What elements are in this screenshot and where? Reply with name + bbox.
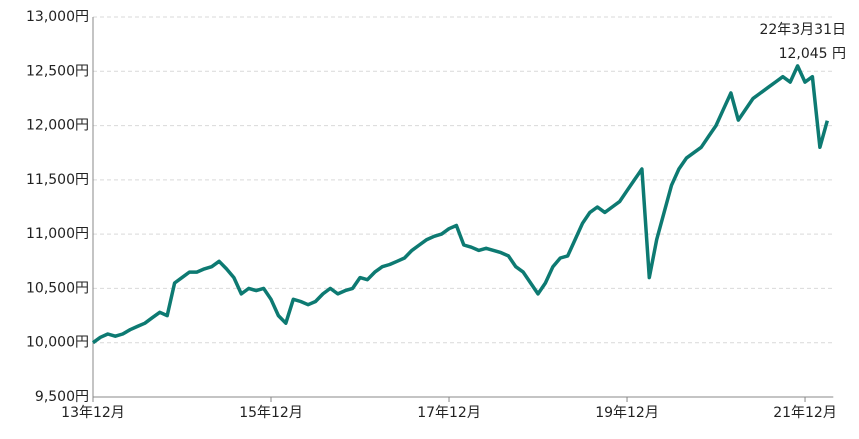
y-tick-label: 11,000円 bbox=[26, 226, 89, 242]
y-tick-label: 12,500円 bbox=[26, 63, 89, 79]
y-tick-label: 10,000円 bbox=[26, 335, 89, 351]
x-tick-label: 15年12月 bbox=[239, 405, 303, 421]
x-tick-label: 17年12月 bbox=[417, 405, 481, 421]
annotation-date: 22年3月31日 bbox=[759, 22, 846, 38]
x-tick-label: 13年12月 bbox=[61, 405, 125, 421]
annotation-value: 12,045 円 bbox=[779, 46, 846, 62]
x-tick-label: 19年12月 bbox=[595, 405, 659, 421]
y-tick-label: 12,000円 bbox=[26, 118, 89, 134]
y-tick-label: 10,500円 bbox=[26, 280, 89, 296]
y-tick-label: 9,500円 bbox=[35, 389, 89, 405]
y-tick-label: 13,000円 bbox=[26, 9, 89, 25]
series-line bbox=[91, 64, 829, 345]
y-tick-label: 11,500円 bbox=[26, 172, 89, 188]
x-tick-label: 21年12月 bbox=[773, 405, 837, 421]
